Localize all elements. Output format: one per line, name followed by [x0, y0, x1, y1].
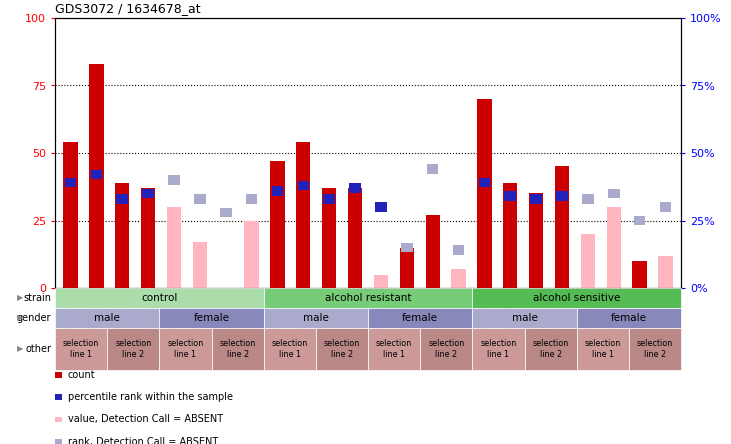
Bar — [400, 247, 414, 288]
Bar — [659, 202, 671, 212]
Text: GDS3072 / 1634678_at: GDS3072 / 1634678_at — [55, 2, 200, 15]
Bar — [91, 170, 102, 179]
Text: selection
line 1: selection line 1 — [376, 339, 412, 359]
Bar — [272, 186, 284, 195]
Bar — [632, 261, 647, 288]
Bar — [401, 243, 412, 252]
Text: selection
line 1: selection line 1 — [480, 339, 517, 359]
Bar — [64, 142, 77, 288]
Bar — [479, 178, 491, 187]
Text: strain: strain — [23, 293, 51, 303]
Bar — [298, 181, 309, 190]
Bar — [349, 183, 361, 193]
Bar — [529, 194, 543, 288]
Bar — [425, 215, 440, 288]
Bar — [608, 189, 620, 198]
Bar — [504, 191, 516, 201]
Text: ▶: ▶ — [17, 293, 23, 302]
Text: percentile rank within the sample: percentile rank within the sample — [67, 392, 232, 402]
Text: gender: gender — [17, 313, 51, 323]
Text: male: male — [303, 313, 329, 323]
Text: ▶: ▶ — [17, 313, 23, 322]
Bar — [193, 242, 207, 288]
Bar — [427, 164, 439, 174]
Bar — [452, 269, 466, 288]
Text: count: count — [67, 370, 95, 380]
Text: ▶: ▶ — [17, 345, 23, 353]
Bar — [659, 256, 673, 288]
Bar — [580, 234, 595, 288]
Bar — [194, 194, 205, 204]
Bar — [270, 161, 284, 288]
Bar — [452, 246, 464, 255]
Text: selection
line 1: selection line 1 — [585, 339, 621, 359]
Text: selection
line 2: selection line 2 — [428, 339, 464, 359]
Text: male: male — [94, 313, 120, 323]
Bar — [556, 191, 568, 201]
Text: alcohol sensitive: alcohol sensitive — [533, 293, 621, 303]
Bar — [374, 274, 388, 288]
Text: other: other — [26, 344, 51, 354]
Bar — [89, 64, 104, 288]
Bar — [348, 188, 362, 288]
Bar — [582, 194, 594, 204]
Text: selection
line 2: selection line 2 — [324, 339, 360, 359]
Bar — [555, 166, 569, 288]
Bar — [503, 182, 518, 288]
Bar — [115, 182, 129, 288]
Text: selection
line 2: selection line 2 — [637, 339, 673, 359]
Bar — [375, 202, 387, 212]
Bar — [244, 221, 259, 288]
Bar — [607, 207, 621, 288]
Text: alcohol resistant: alcohol resistant — [325, 293, 412, 303]
Text: female: female — [402, 313, 438, 323]
Bar — [323, 194, 335, 204]
Bar — [530, 194, 542, 204]
Bar — [141, 188, 155, 288]
Text: selection
line 1: selection line 1 — [167, 339, 203, 359]
Text: selection
line 2: selection line 2 — [115, 339, 151, 359]
Text: selection
line 1: selection line 1 — [63, 339, 99, 359]
Bar — [167, 207, 181, 288]
Bar — [477, 99, 491, 288]
Bar — [322, 188, 336, 288]
Text: female: female — [194, 313, 230, 323]
Text: selection
line 2: selection line 2 — [532, 339, 569, 359]
Bar — [634, 216, 645, 225]
Bar — [246, 194, 257, 204]
Text: female: female — [611, 313, 647, 323]
Bar — [168, 175, 180, 185]
Text: male: male — [512, 313, 537, 323]
Text: selection
line 2: selection line 2 — [219, 339, 256, 359]
Text: rank, Detection Call = ABSENT: rank, Detection Call = ABSENT — [67, 436, 218, 444]
Bar — [116, 194, 128, 204]
Bar — [220, 208, 232, 217]
Text: selection
line 1: selection line 1 — [272, 339, 308, 359]
Bar — [65, 178, 76, 187]
Text: value, Detection Call = ABSENT: value, Detection Call = ABSENT — [67, 414, 223, 424]
Text: control: control — [141, 293, 178, 303]
Bar — [296, 142, 311, 288]
Bar — [143, 189, 154, 198]
